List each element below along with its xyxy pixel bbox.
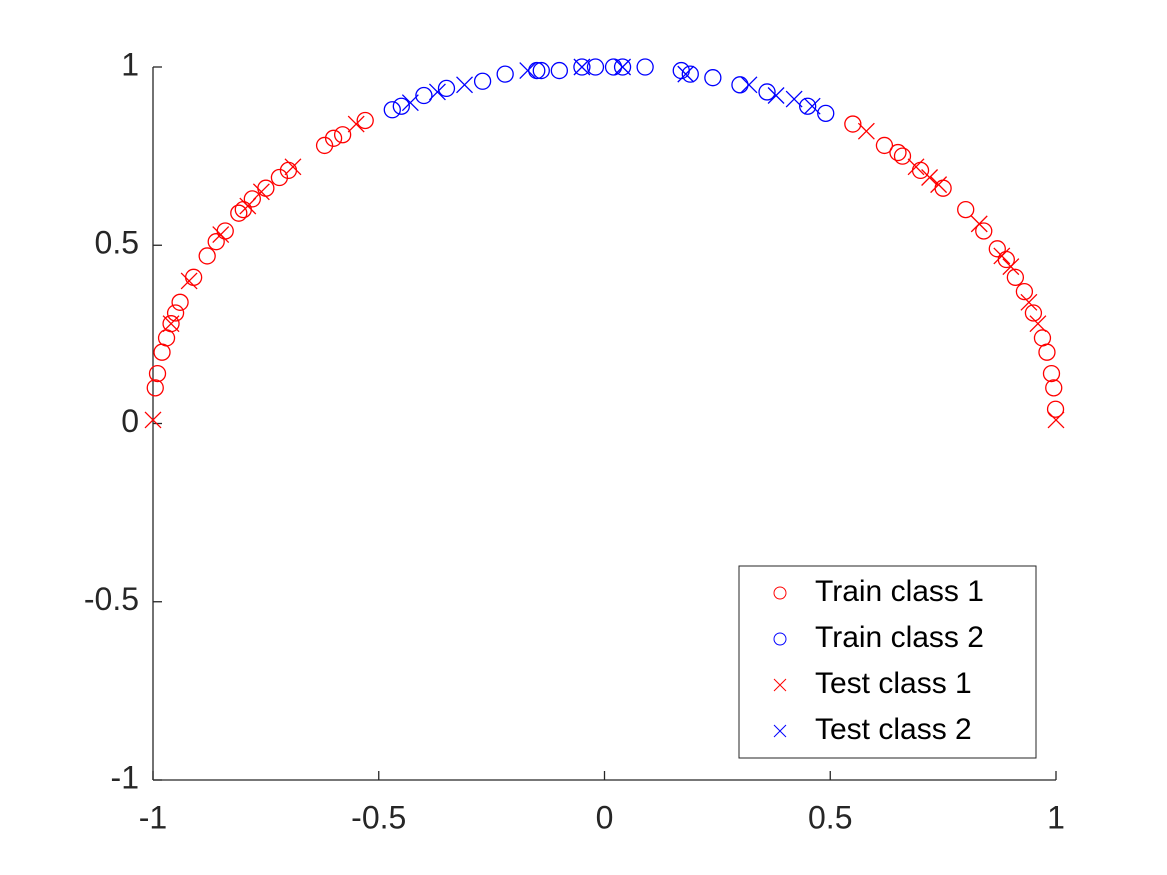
scatter-point	[383, 101, 401, 119]
scatter-point	[586, 58, 605, 76]
scatter-point	[230, 204, 248, 222]
x-tick-label: 0	[596, 799, 614, 835]
legend-label: Train class 2	[815, 621, 984, 654]
scatter-point	[970, 215, 988, 233]
scatter-point	[171, 293, 189, 311]
scatter-point	[1006, 268, 1025, 286]
scatter-point	[401, 94, 419, 112]
scatter-point	[496, 65, 514, 83]
legend-label: Test class 2	[815, 713, 972, 746]
legend-marker	[773, 678, 787, 692]
scatter-point	[857, 122, 875, 140]
scatter-point	[889, 143, 907, 162]
scatter-point	[704, 69, 722, 87]
legend-label: Test class 1	[815, 667, 972, 700]
scatter-point	[988, 240, 1006, 258]
scatter-point	[162, 315, 180, 333]
scatter-point	[1042, 364, 1061, 383]
scatter-point	[212, 226, 230, 244]
scatter-point	[957, 200, 975, 219]
scatter-point	[613, 58, 632, 76]
scatter-point	[785, 90, 803, 108]
scatter-point	[731, 76, 749, 94]
scatter-point	[975, 222, 993, 240]
scatter-point	[677, 65, 695, 83]
scatter-point	[993, 247, 1011, 265]
scatter-point	[428, 83, 446, 101]
scatter-point	[207, 233, 225, 251]
scatter-point	[1024, 304, 1043, 322]
scatter-point	[799, 97, 817, 115]
legend-marker	[773, 586, 787, 600]
y-tick-label: -1	[111, 759, 139, 795]
scatter-point	[162, 315, 180, 333]
legend-box	[738, 565, 1037, 759]
scatter-point	[333, 126, 352, 144]
scatter-point	[528, 61, 546, 80]
x-tick-label: -1	[139, 799, 167, 835]
scatter-point	[758, 83, 776, 101]
scatter-point	[356, 111, 374, 130]
scatter-point	[573, 58, 591, 76]
scatter-point	[519, 62, 537, 80]
scatter-point	[347, 115, 365, 133]
scatter-point	[198, 247, 216, 265]
y-tick-label: 1	[121, 46, 139, 82]
scatter-point	[875, 136, 894, 155]
scatter-point	[144, 411, 162, 429]
scatter-point	[270, 168, 289, 187]
scatter-point	[415, 86, 433, 105]
scatter-point	[1047, 411, 1065, 429]
scatter-point	[252, 183, 270, 201]
legend-marker	[773, 724, 787, 738]
x-tick-label: 0.5	[808, 799, 852, 835]
scatter-point	[893, 147, 912, 165]
scatter-point	[740, 76, 758, 94]
scatter-point	[180, 272, 198, 290]
x-tick-label: 1	[1047, 799, 1065, 835]
scatter-point	[1045, 379, 1063, 397]
scatter-point	[573, 58, 591, 76]
legend-marker	[773, 632, 787, 646]
scatter-point	[1038, 343, 1056, 361]
scatter-point	[456, 76, 473, 94]
scatter-point	[1046, 400, 1065, 418]
scatter-point	[930, 176, 948, 194]
scatter-point	[166, 304, 185, 322]
scatter-point	[681, 65, 699, 83]
scatter-point	[148, 364, 167, 383]
scatter-point	[636, 58, 654, 76]
scatter-point	[392, 97, 410, 115]
scatter-point	[473, 72, 492, 90]
y-tick-label: 0	[121, 403, 139, 439]
scatter-point	[767, 87, 785, 104]
y-tick-label: 0.5	[95, 225, 139, 261]
scatter-point	[614, 58, 632, 76]
y-tick-label: -0.5	[84, 581, 139, 617]
scatter-point	[604, 58, 623, 76]
scatter-point	[146, 379, 164, 397]
legend-label: Train class 1	[815, 575, 984, 608]
scatter-point	[550, 61, 568, 80]
scatter-point	[315, 136, 334, 155]
scatter-point	[284, 158, 302, 176]
scatter-point	[1029, 315, 1047, 333]
scatter-point	[1015, 282, 1034, 301]
scatter-point	[324, 129, 343, 147]
scatter-point	[803, 97, 821, 115]
scatter-point	[1002, 258, 1020, 276]
scatter-point	[844, 115, 862, 133]
scatter-point	[921, 169, 939, 186]
scatter-point	[817, 104, 835, 122]
scatter-point	[1020, 293, 1038, 311]
scatter-point	[532, 61, 550, 80]
scatter-point	[907, 158, 925, 176]
x-tick-label: -0.5	[351, 799, 406, 835]
scatter-point	[243, 190, 261, 208]
scatter-point	[437, 79, 456, 98]
scatter-point	[239, 197, 257, 215]
